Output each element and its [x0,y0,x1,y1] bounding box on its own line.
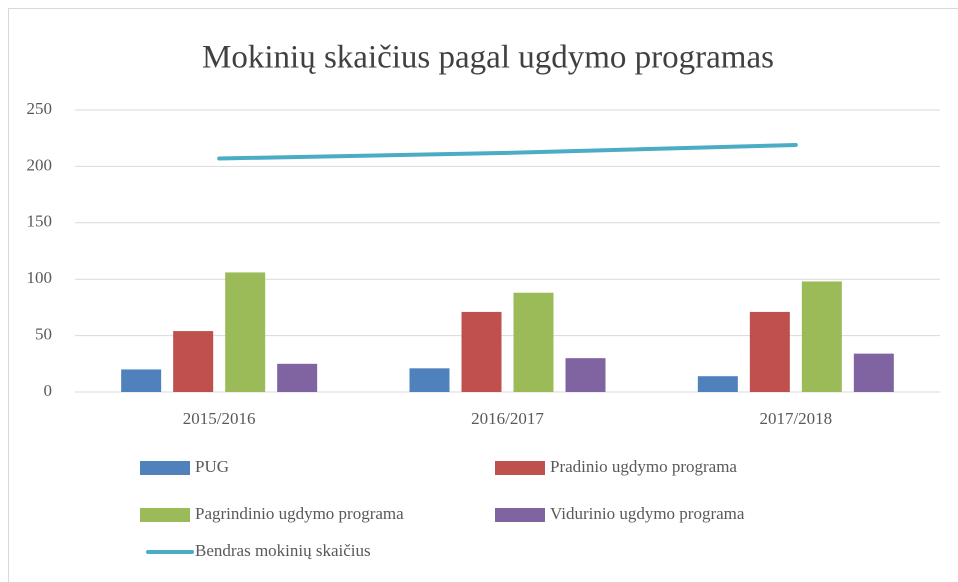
chart-border [8,8,958,582]
bar [173,331,214,392]
bar [565,358,606,392]
legend-label: PUG [195,457,229,476]
legend-label: Bendras mokinių skaičius [195,541,371,560]
legend-swatch [140,508,190,522]
x-tick-label: 2017/2018 [759,409,832,428]
legend-label: Vidurinio ugdymo programa [550,504,745,523]
legend-swatch [495,461,545,475]
legend-swatch [140,461,190,475]
bar [277,363,318,392]
bar [409,368,450,392]
y-tick-label: 250 [27,99,53,118]
chart-title: Mokinių skaičius pagal ugdymo programas [202,40,774,76]
y-tick-label: 0 [44,381,53,400]
legend-swatch [495,508,545,522]
bar [697,376,738,392]
y-tick-label: 100 [27,268,53,287]
legend-label: Pradinio ugdymo programa [550,457,737,476]
y-tick-label: 150 [27,212,53,231]
bar [853,353,894,392]
y-tick-label: 50 [35,325,52,344]
bar [801,281,842,392]
x-tick-label: 2016/2017 [471,409,544,428]
bar [121,369,162,392]
line-series [217,142,798,161]
legend-label: Pagrindinio ugdymo programa [195,504,404,523]
bar [461,311,502,392]
x-tick-label: 2015/2016 [183,409,256,428]
y-tick-label: 200 [27,155,53,174]
bar [225,272,266,392]
bar [749,311,790,392]
bar [513,292,554,392]
